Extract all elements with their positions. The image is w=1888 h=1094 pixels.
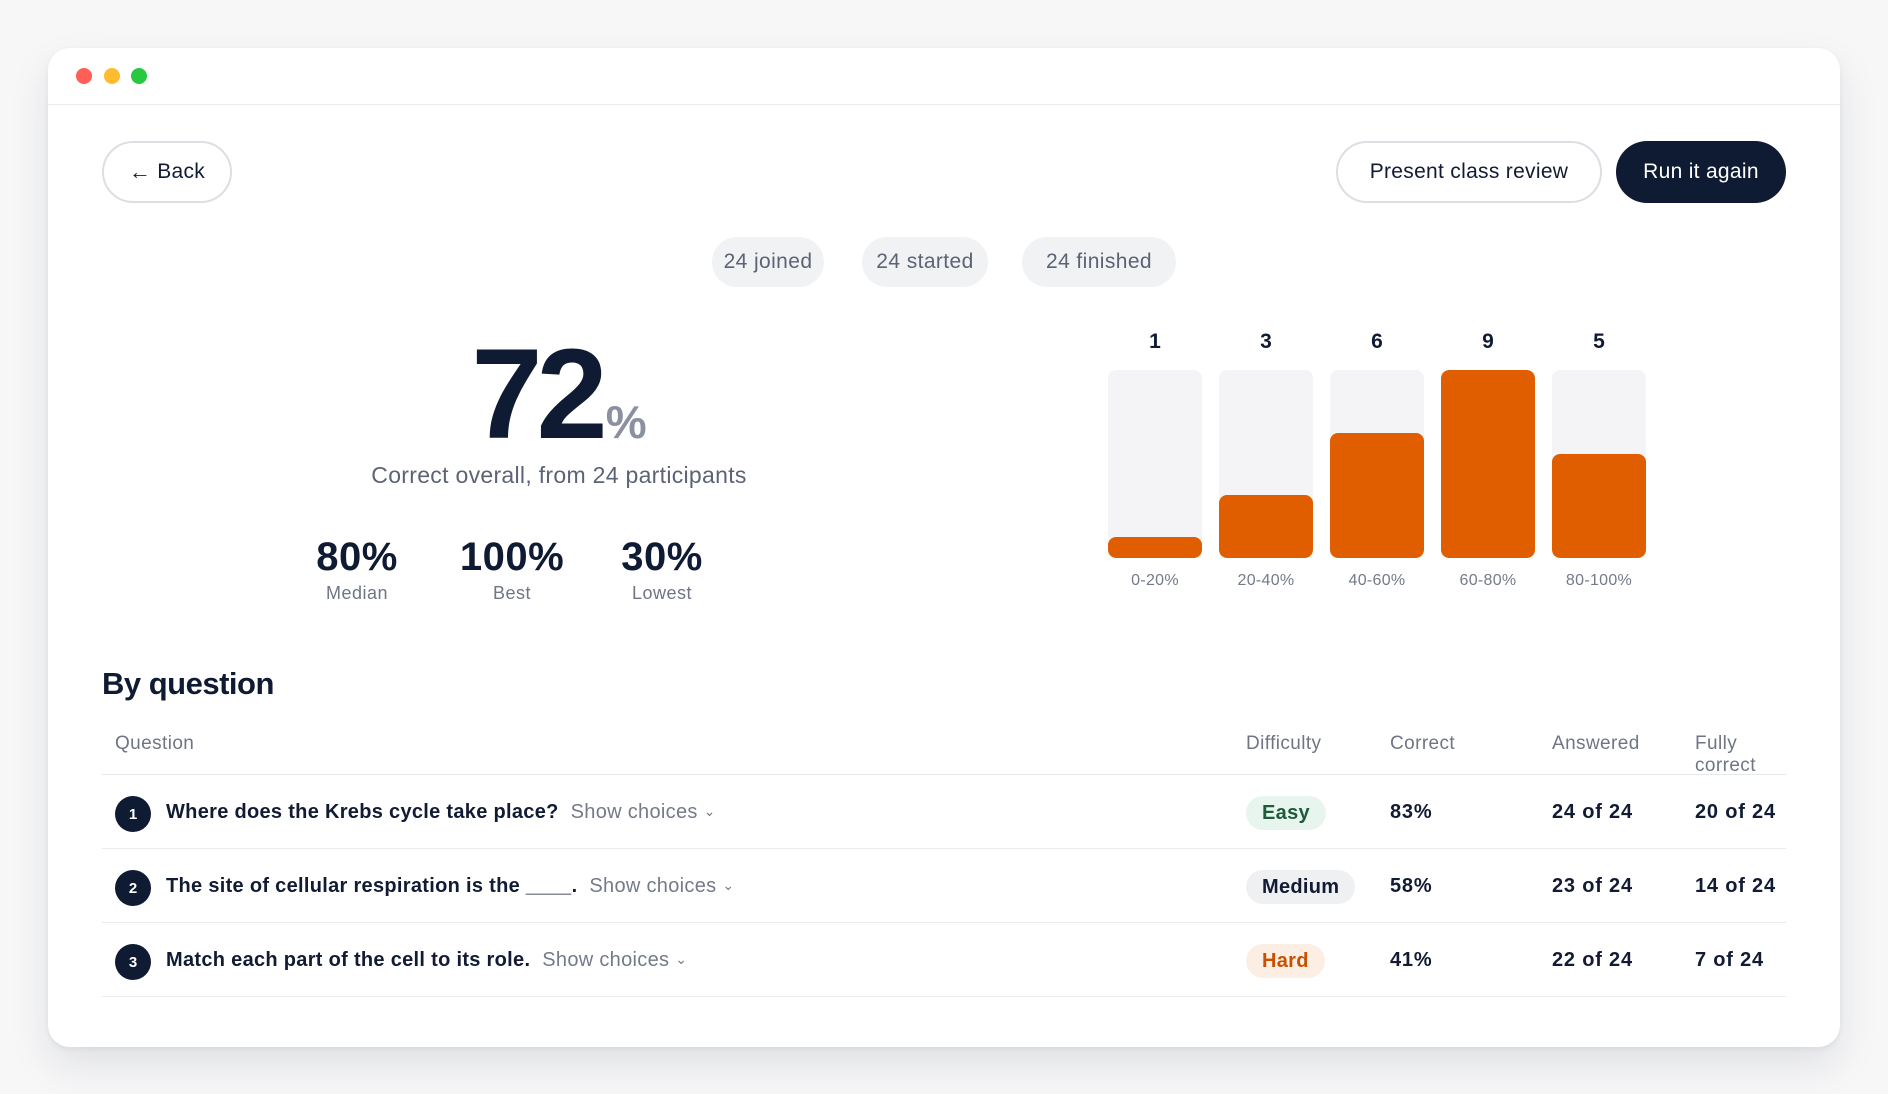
stat-median-label: Median [325, 583, 389, 603]
answered-count: 23 of 24 [1552, 875, 1633, 897]
bar-track [1219, 370, 1313, 558]
correct-percent: 83% [1390, 801, 1433, 823]
title-bar [48, 48, 1840, 105]
table-header: Question Difficulty Correct Answered Ful… [102, 724, 1786, 776]
column-header-correct: Correct [1390, 733, 1456, 754]
by-question-heading: By question [102, 666, 274, 701]
question-number-badge: 1 [115, 796, 151, 832]
stat-lowest-value: 30% [621, 535, 703, 579]
finished-count-pill: 24 finished [1022, 237, 1176, 287]
table-row: 2 The site of cellular respiration is th… [102, 849, 1786, 923]
run-it-again-button[interactable]: Run it again [1616, 141, 1786, 203]
question-text: Where does the Krebs cycle take place? Sh… [166, 801, 716, 824]
overall-score-value: 72 [471, 323, 607, 466]
question-text: The site of cellular respiration is the … [166, 875, 734, 898]
bar-count-label: 1 [1149, 330, 1161, 353]
fully-correct-count: 20 of 24 [1695, 801, 1776, 823]
show-choices-label: Show choices [589, 875, 717, 897]
bar-count-label: 5 [1593, 330, 1605, 353]
fully-correct-count: 7 of 24 [1695, 949, 1764, 971]
difficulty-badge: Hard [1246, 944, 1325, 978]
column-header-fully-correct: Fully correct [1695, 733, 1756, 776]
stat-best: 100% Best [432, 534, 592, 604]
stat-best-value: 100% [459, 535, 565, 579]
close-window-button[interactable] [76, 68, 92, 84]
present-class-review-button[interactable]: Present class review [1336, 141, 1602, 203]
correct-percent: 41% [1390, 949, 1433, 971]
question-label: Where does the Krebs cycle take place? [166, 801, 559, 823]
answered-count: 22 of 24 [1552, 949, 1633, 971]
stat-median-value: 80% [316, 535, 398, 579]
maximize-window-button[interactable] [131, 68, 147, 84]
bar-fill [1552, 454, 1646, 558]
joined-count-pill: 24 joined [712, 237, 824, 287]
bar-range-label: 80-100% [1565, 572, 1633, 589]
present-button-label: Present class review [1369, 160, 1569, 183]
arrow-left-icon: ← [128, 159, 152, 184]
bar-track [1552, 370, 1646, 558]
bar-fill [1330, 433, 1424, 558]
column-header-answered: Answered [1552, 733, 1640, 754]
overall-score: 72% [48, 330, 1070, 460]
bar-range-label: 20-40% [1237, 572, 1295, 589]
correct-percent: 58% [1390, 875, 1433, 897]
chevron-down-icon: ⌄ [675, 951, 688, 967]
bar-fill [1219, 495, 1313, 558]
bar-range-label: 0-20% [1131, 572, 1179, 589]
question-label: The site of cellular respiration is the … [166, 875, 578, 897]
stat-lowest-label: Lowest [631, 583, 693, 603]
stat-lowest: 30% Lowest [582, 534, 742, 604]
bar-fill [1441, 370, 1535, 558]
difficulty-badge: Easy [1246, 796, 1326, 830]
minimize-window-button[interactable] [104, 68, 120, 84]
score-distribution-chart: 1 0-20% 3 20-40% 6 40-60% 9 60-80% 5 80-100% [1108, 330, 1646, 590]
bar-count-label: 3 [1260, 330, 1272, 353]
bar-track [1108, 370, 1202, 558]
back-button[interactable]: ← Back [102, 141, 232, 203]
column-header-question: Question [115, 733, 195, 754]
stat-median: 80% Median [277, 534, 437, 604]
back-button-label: Back [157, 160, 206, 183]
show-choices-toggle[interactable]: Show choices ⌄ [589, 875, 734, 897]
app-window: ← Back Present class review Run it again… [48, 48, 1840, 1047]
overall-score-unit: % [605, 396, 647, 448]
question-number-badge: 3 [115, 944, 151, 980]
chevron-down-icon: ⌄ [703, 803, 716, 819]
bar-count-label: 6 [1371, 330, 1383, 353]
bar-track [1330, 370, 1424, 558]
show-choices-toggle[interactable]: Show choices ⌄ [542, 949, 687, 971]
overall-score-caption: Correct overall, from 24 participants [371, 462, 747, 488]
table-row: 3 Match each part of the cell to its rol… [102, 923, 1786, 997]
run-button-label: Run it again [1643, 160, 1759, 183]
question-text: Match each part of the cell to its role.… [166, 949, 687, 972]
question-number-badge: 2 [115, 870, 151, 906]
bar-range-label: 60-80% [1459, 572, 1517, 589]
started-count-pill: 24 started [862, 237, 988, 287]
answered-count: 24 of 24 [1552, 801, 1633, 823]
stat-best-label: Best [492, 583, 532, 603]
bar-range-label: 40-60% [1348, 572, 1406, 589]
bar-fill [1108, 537, 1202, 558]
bar-track [1441, 370, 1535, 558]
bar-count-label: 9 [1482, 330, 1494, 353]
show-choices-label: Show choices [570, 801, 698, 823]
column-header-difficulty: Difficulty [1246, 733, 1322, 754]
table-row: 1 Where does the Krebs cycle take place?… [102, 775, 1786, 849]
difficulty-badge: Medium [1246, 870, 1356, 904]
fully-correct-count: 14 of 24 [1695, 875, 1776, 897]
chevron-down-icon: ⌄ [722, 877, 735, 893]
question-label: Match each part of the cell to its role. [166, 949, 531, 971]
show-choices-label: Show choices [542, 949, 670, 971]
show-choices-toggle[interactable]: Show choices ⌄ [571, 801, 716, 823]
